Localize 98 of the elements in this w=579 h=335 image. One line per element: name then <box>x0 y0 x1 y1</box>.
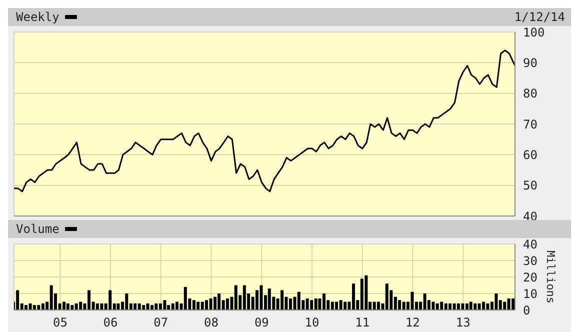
bar <box>32 305 36 310</box>
bar <box>486 303 490 310</box>
bar <box>74 303 78 310</box>
bar <box>503 302 506 310</box>
bar <box>432 302 435 310</box>
bar <box>335 302 338 310</box>
y-tick-label: 70 <box>523 117 538 132</box>
bar <box>116 303 120 310</box>
bar <box>314 298 318 310</box>
bar <box>423 294 426 310</box>
bar <box>461 303 464 310</box>
y-tick-label: 60 <box>523 148 538 162</box>
x-tick-label: 07 <box>154 316 168 330</box>
bar <box>452 303 456 310</box>
x-tick-label: 08 <box>204 316 218 330</box>
bar <box>41 303 44 310</box>
bar <box>339 300 342 310</box>
bar <box>330 302 334 310</box>
y-tick-label: 90 <box>523 56 538 70</box>
bar <box>158 303 162 310</box>
legend-label: Volume <box>16 222 60 236</box>
bar <box>196 302 200 310</box>
x-tick-label: 12 <box>405 316 420 330</box>
bar <box>37 305 40 310</box>
bar <box>507 298 510 310</box>
bar <box>280 290 284 310</box>
y-tick-label: 10 <box>523 286 538 301</box>
bar <box>260 285 263 310</box>
bar <box>448 303 452 310</box>
bar <box>171 303 174 310</box>
x-tick-label: 10 <box>304 316 320 330</box>
bar <box>108 290 112 310</box>
bar <box>214 296 217 310</box>
y-tick-label: 0 <box>523 303 530 318</box>
bar <box>402 302 406 310</box>
bar <box>79 302 82 310</box>
bar <box>385 284 388 310</box>
bar <box>100 303 104 310</box>
bar <box>192 300 196 310</box>
bar <box>398 300 402 310</box>
bar <box>494 294 498 310</box>
x-tick-label: 11 <box>355 316 370 330</box>
bar <box>138 303 141 310</box>
bar <box>440 302 444 310</box>
bar <box>154 303 158 310</box>
bar <box>436 303 439 310</box>
bar <box>360 278 364 310</box>
bar <box>142 305 146 310</box>
bar <box>70 305 74 310</box>
bar <box>310 300 314 310</box>
bar <box>512 298 515 310</box>
bar <box>62 302 66 310</box>
bar <box>218 294 221 310</box>
bar <box>444 303 448 310</box>
bar <box>28 303 32 310</box>
y-tick-label: 20 <box>523 270 538 284</box>
legend-label: Weekly <box>16 10 60 24</box>
bar <box>226 298 229 310</box>
bar <box>410 292 414 310</box>
bar <box>242 285 246 310</box>
bar <box>96 303 99 310</box>
y-tick-label: 80 <box>523 86 538 101</box>
bar <box>482 302 486 310</box>
bar <box>16 290 20 310</box>
bar <box>372 302 376 310</box>
y-tick-label: 100 <box>523 25 545 40</box>
bar <box>125 294 128 310</box>
y-axis-title: Millions <box>544 250 558 304</box>
bar <box>474 303 477 310</box>
bar <box>146 303 150 310</box>
x-tick-label: 09 <box>254 316 269 330</box>
y-tick-label: 30 <box>523 254 538 268</box>
bar <box>234 285 238 310</box>
bar <box>66 303 70 310</box>
text: 1/12/14 <box>514 10 565 24</box>
bar <box>209 298 212 310</box>
bar <box>297 292 300 310</box>
bar <box>200 302 204 310</box>
y-tick-label: 40 <box>523 237 538 252</box>
bar <box>465 303 468 310</box>
bar <box>478 303 481 310</box>
bar <box>322 294 326 310</box>
bar <box>364 275 368 310</box>
x-tick-label: 05 <box>52 316 68 330</box>
x-tick-label: 06 <box>103 316 118 330</box>
bar <box>456 303 460 310</box>
bar <box>306 298 309 310</box>
x-tick-label: 13 <box>456 316 470 330</box>
line-series <box>14 50 515 192</box>
bar <box>469 302 472 310</box>
bar <box>163 300 166 310</box>
y-tick-label: 50 <box>523 178 538 193</box>
bar <box>376 302 380 310</box>
bar <box>50 285 53 310</box>
bar <box>184 286 187 310</box>
bar <box>134 303 137 310</box>
bar <box>344 302 347 310</box>
bar <box>268 288 271 310</box>
